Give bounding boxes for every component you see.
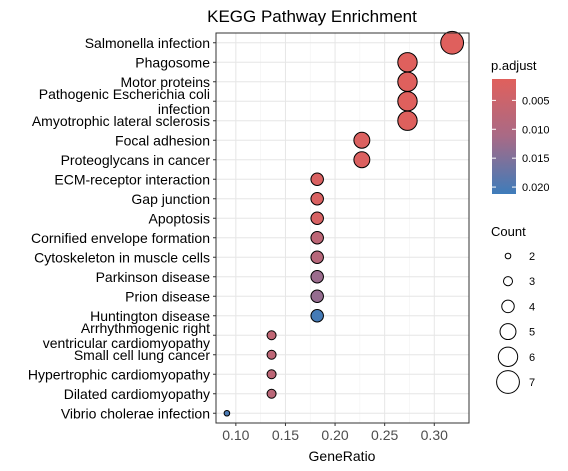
data-point — [310, 289, 324, 303]
y-tick-label: Apoptosis — [149, 210, 210, 226]
size-legend-label: 2 — [529, 251, 535, 263]
data-point — [223, 409, 231, 417]
size-legend: Count 2 3 4 5 6 7 — [491, 224, 535, 394]
x-axis-tick-labels: 0.10 0.15 0.20 0.25 0.30 — [222, 423, 448, 443]
y-tick-label: Cornified envelope formation — [31, 230, 210, 246]
y-tick-label: Focal adhesion — [115, 132, 210, 148]
y-tick-label: Pathogenic Escherichia coli infection — [39, 86, 210, 117]
x-tick-label: 0.15 — [272, 427, 299, 443]
y-axis-tick-labels: Salmonella infection Phagosome Motor prote… — [28, 35, 216, 421]
data-point — [266, 349, 277, 360]
y-tick-label: Motor proteins — [121, 74, 210, 90]
size-legend-key — [499, 323, 517, 341]
size-legend-label: 6 — [529, 352, 535, 364]
size-legend-label: 4 — [529, 301, 535, 313]
size-legend-key — [504, 252, 512, 260]
y-tick-label: ECM-receptor interaction — [54, 171, 210, 187]
y-tick-label: Arrhythmogenic right ventricular cardiomy… — [43, 320, 210, 351]
y-tick-label: Salmonella infection — [85, 35, 210, 51]
y-tick-label: Prion disease — [125, 288, 210, 304]
size-legend-label: 3 — [529, 276, 535, 288]
data-point — [440, 30, 465, 55]
data-point — [397, 91, 418, 112]
size-legend-key — [496, 370, 520, 394]
x-tick-label: 0.30 — [421, 427, 448, 443]
data-point — [310, 270, 324, 284]
y-tick-label: Amyotrophic lateral sclerosis — [32, 113, 210, 129]
data-point — [310, 192, 324, 206]
data-point — [353, 131, 371, 149]
size-legend-key — [501, 299, 515, 314]
size-legend-label: 7 — [529, 377, 535, 389]
y-tick-label: Dilated cardiomyopathy — [64, 386, 210, 402]
y-tick-label: Huntington disease — [90, 308, 210, 324]
chart-title: KEGG Pathway Enrichment — [207, 7, 417, 26]
color-tick-label: 0.010 — [522, 124, 550, 136]
color-legend-ticks: 0.005 0.010 0.015 0.020 — [492, 95, 550, 194]
y-tick-label: Gap junction — [131, 191, 210, 207]
data-point — [266, 330, 277, 341]
data-point — [397, 110, 418, 131]
data-point — [397, 71, 418, 92]
data-point — [310, 231, 324, 245]
color-tick-label: 0.020 — [522, 182, 550, 194]
data-points — [223, 30, 465, 417]
y-tick-label: Hypertrophic cardiomyopathy — [28, 366, 210, 382]
data-point — [266, 369, 277, 380]
y-tick-label: Cytoskeleton in muscle cells — [34, 249, 210, 265]
y-tick-label: Parkinson disease — [96, 269, 211, 285]
color-legend-bar — [492, 79, 516, 194]
x-axis-title: GeneRatio — [309, 448, 376, 464]
y-tick-label: Proteoglycans in cancer — [61, 152, 211, 168]
plot-panel-border — [215, 32, 470, 424]
x-tick-label: 0.25 — [371, 427, 398, 443]
data-point — [353, 151, 371, 169]
data-point — [310, 172, 324, 186]
y-tick-label: Small cell lung cancer — [74, 347, 211, 363]
y-tick-label: Phagosome — [135, 54, 210, 70]
color-legend-title: p.adjust — [491, 58, 537, 73]
size-legend-title: Count — [491, 224, 526, 239]
size-legend-key — [497, 346, 519, 367]
data-point — [310, 309, 324, 323]
color-legend: p.adjust 0.005 0.010 0.015 0.020 — [491, 58, 550, 194]
x-tick-label: 0.10 — [222, 427, 249, 443]
y-tick-label: Vibrio cholerae infection — [61, 405, 210, 421]
size-legend-key — [502, 276, 514, 287]
size-legend-label: 5 — [529, 327, 535, 339]
plot-grid — [216, 33, 469, 423]
size-legend-items: 2 3 4 5 6 7 — [496, 251, 535, 394]
color-tick-label: 0.015 — [522, 153, 550, 165]
data-point — [310, 211, 324, 225]
data-point — [310, 250, 324, 264]
data-point — [397, 52, 418, 73]
color-tick-label: 0.005 — [522, 95, 550, 107]
data-point — [266, 388, 277, 399]
x-tick-label: 0.20 — [321, 427, 348, 443]
